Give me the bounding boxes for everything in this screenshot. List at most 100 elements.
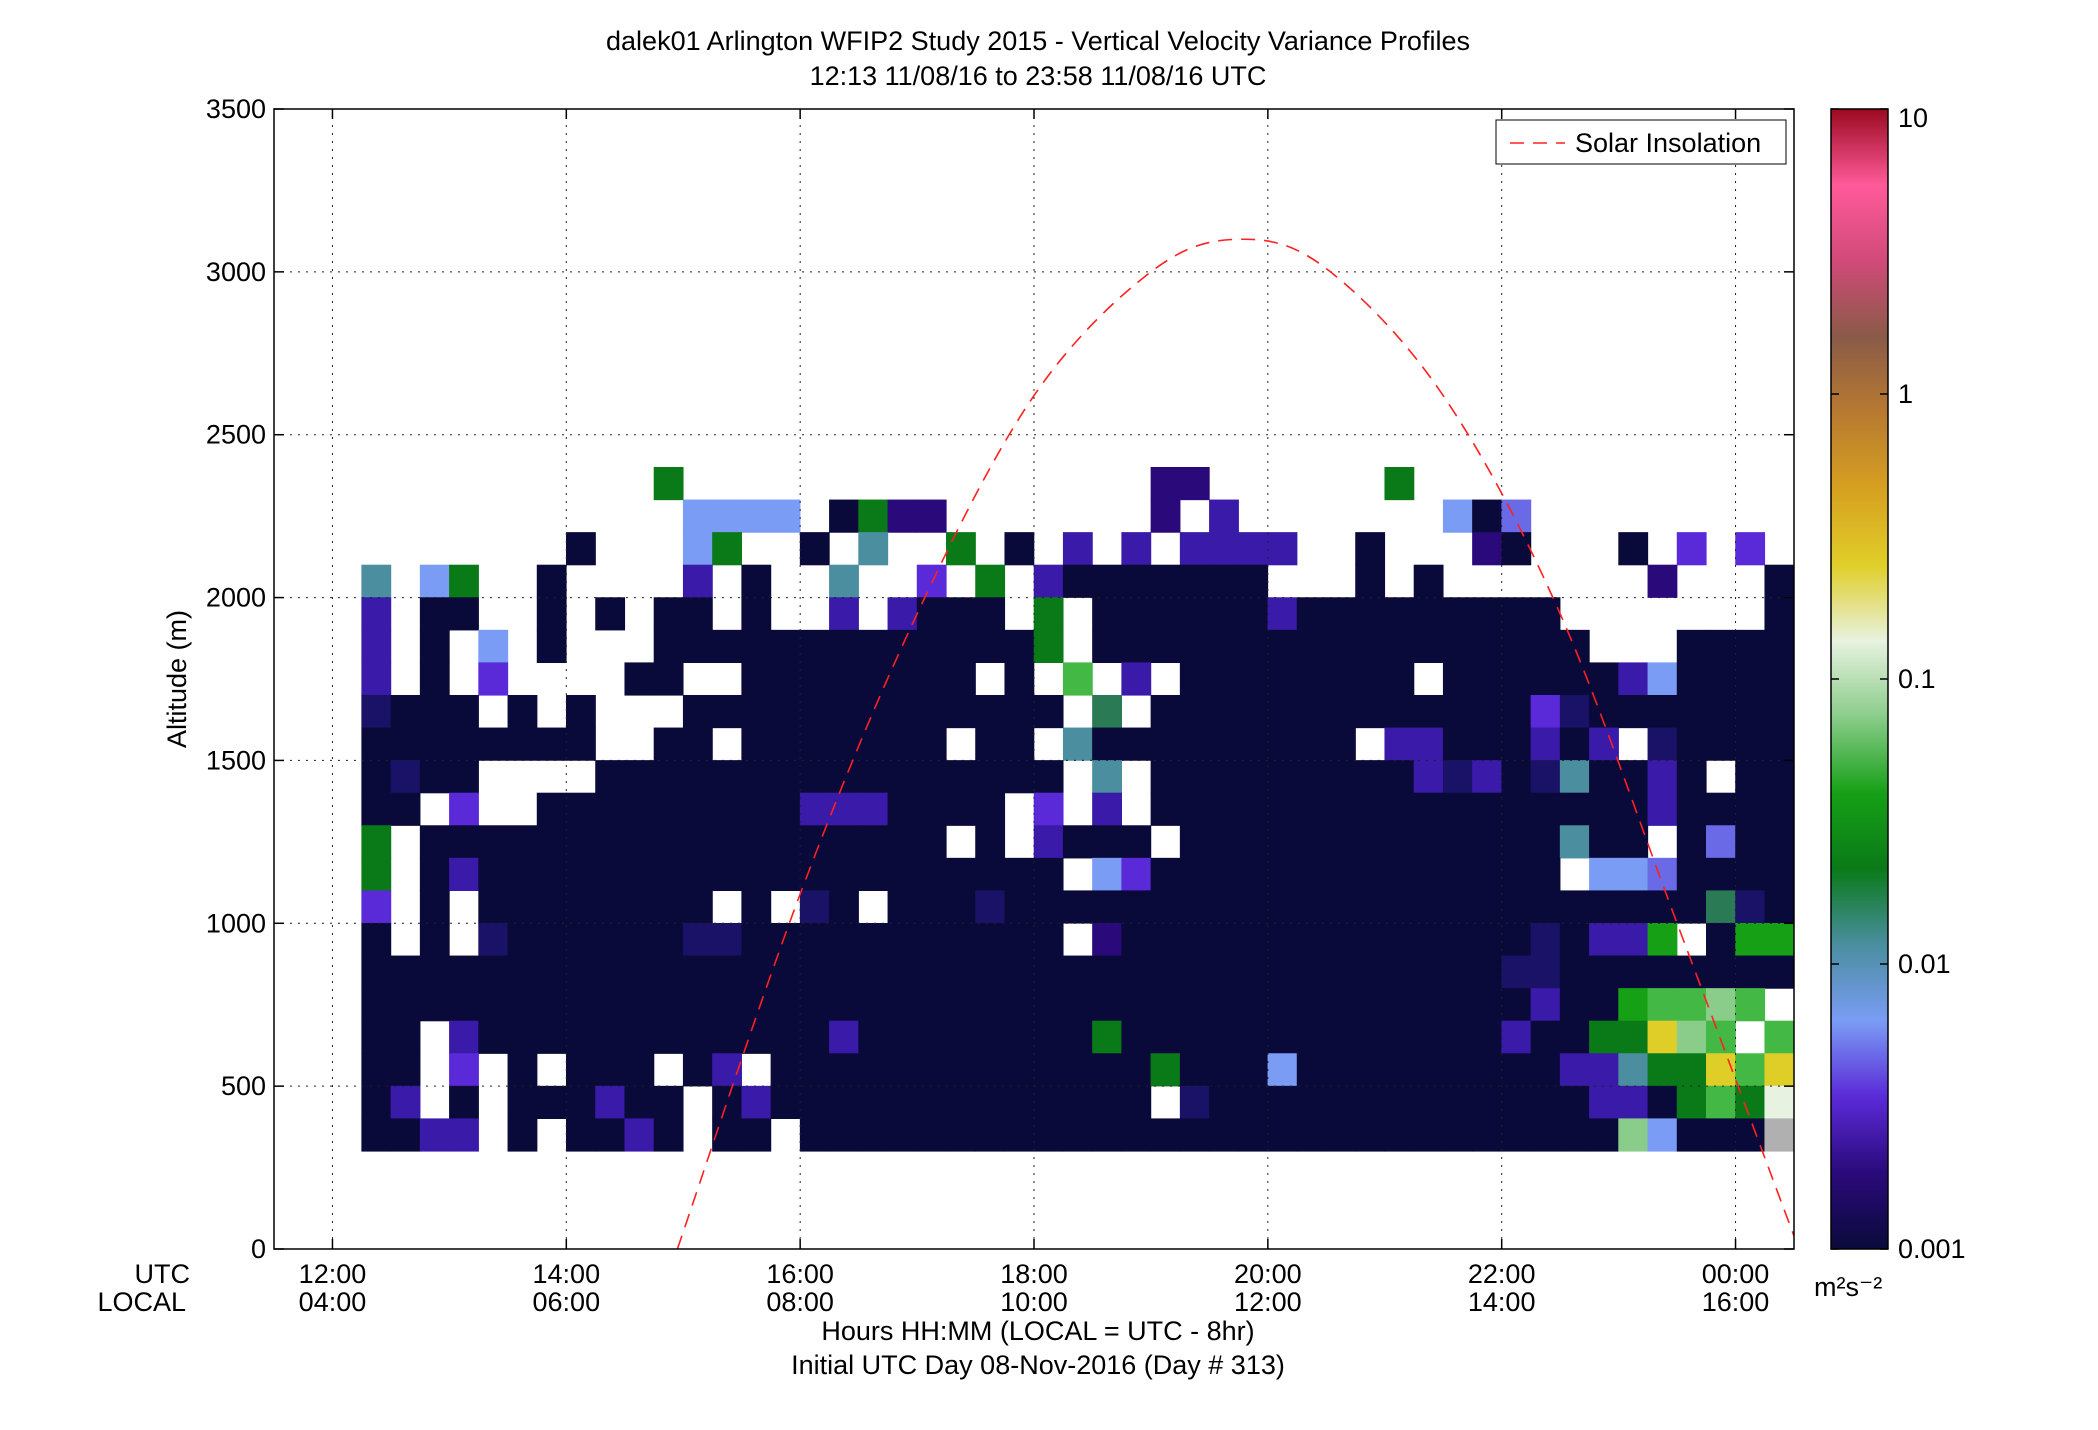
heatmap-cell [390, 792, 421, 826]
heatmap-cell [390, 1020, 421, 1054]
heatmap-cell [1121, 629, 1152, 664]
heatmap-cell [975, 597, 1006, 631]
heatmap-cell [1296, 629, 1327, 664]
heatmap-cell [887, 922, 918, 957]
heatmap-cell [1559, 890, 1590, 924]
heatmap-cell [624, 955, 655, 989]
heatmap-cell [1296, 597, 1327, 631]
heatmap-cell [361, 662, 392, 696]
chart-title: dalek01 Arlington WFIP2 Study 2015 - Ver… [606, 26, 1470, 56]
heatmap-cell [1092, 825, 1122, 859]
heatmap-cell [1911, 825, 1941, 858]
heatmap-cell [1442, 922, 1473, 957]
heatmap-cell [1706, 1118, 1736, 1152]
heatmap-cell [1969, 695, 1999, 728]
heatmap-cell [682, 564, 713, 598]
colorbar-ticks: 10 1 0.1 0.01 0.001 [1831, 103, 1966, 1264]
heatmap-cell [624, 890, 655, 924]
heatmap-cell [1238, 825, 1269, 859]
heatmap-cell [1413, 1020, 1444, 1054]
heatmap-cell [1179, 466, 1210, 501]
heatmap-cell [624, 760, 655, 794]
heatmap-cell [829, 890, 859, 924]
heatmap-cell [916, 694, 947, 729]
heatmap-cell [361, 1118, 392, 1152]
heatmap-cell [1911, 532, 1941, 565]
heatmap-cell [1150, 988, 1181, 1022]
heatmap-cell [478, 662, 509, 696]
heatmap-cell [1793, 1053, 1794, 1087]
heatmap-cell [1969, 1021, 1999, 1054]
heatmap-cell [770, 1053, 801, 1087]
heatmap-cell [887, 499, 918, 533]
heatmap-cell [566, 825, 596, 859]
heatmap-cell [887, 825, 918, 859]
heatmap-cell [1911, 1118, 1941, 1151]
heatmap-cell [1150, 629, 1181, 664]
heatmap-cell [1121, 1053, 1152, 1087]
heatmap-cell [1998, 923, 2028, 956]
heatmap-cell [858, 499, 889, 533]
heatmap-cell [1267, 629, 1298, 664]
heatmap-cell [1062, 662, 1093, 696]
heatmap-cell [1647, 1053, 1678, 1087]
heatmap-cell [1735, 1053, 1766, 1087]
heatmap-cell [1296, 1053, 1327, 1087]
heatmap-cell [1033, 597, 1064, 631]
heatmap-cell [2057, 793, 2087, 826]
heatmap-cell [1706, 1053, 1736, 1087]
heatmap-cell [361, 727, 392, 761]
heatmap-cell [1121, 890, 1152, 924]
heatmap-cell [1092, 1020, 1122, 1054]
heatmap-cell [1442, 988, 1473, 1022]
heatmap-cell [858, 857, 889, 892]
heatmap-cell [1209, 597, 1239, 631]
heatmap-cell [799, 629, 830, 664]
heatmap-cell [653, 857, 684, 892]
heatmap-cell [916, 825, 947, 859]
heatmap-cell [449, 955, 479, 989]
heatmap-cell [1296, 792, 1327, 826]
heatmap-cell [829, 988, 859, 1022]
heatmap-cell [653, 825, 684, 859]
heatmap-cell [2086, 662, 2098, 695]
heatmap-cell [2028, 695, 2058, 728]
heatmap-cell [1764, 792, 1794, 826]
heatmap-cell [712, 988, 742, 1022]
heatmap-cell [361, 564, 392, 598]
heatmap-cell [449, 694, 479, 729]
heatmap-cell [1121, 955, 1152, 989]
heatmap-cell [1384, 955, 1415, 989]
heatmap-cell [1618, 955, 1649, 989]
heatmap-cell [1355, 760, 1386, 794]
heatmap-cell [1647, 564, 1678, 598]
heatmap-cell [1998, 662, 2028, 695]
heatmap-cell [1442, 1085, 1473, 1120]
heatmap-cell [1530, 857, 1561, 892]
heatmap-cell [975, 890, 1006, 924]
heatmap-cell [361, 694, 392, 729]
heatmap-cell [1793, 597, 1794, 631]
heatmap-cell [536, 727, 567, 761]
heatmap-cell [1238, 1020, 1269, 1054]
heatmap-cell [1062, 1053, 1093, 1087]
heatmap-cell [1530, 662, 1561, 696]
heatmap-cell [1296, 825, 1327, 859]
heatmap-cell [536, 597, 567, 631]
heatmap-cell [1530, 694, 1561, 729]
heatmap-cell [624, 825, 655, 859]
heatmap-cell [916, 922, 947, 957]
heatmap-cell [1501, 922, 1532, 957]
heatmap-cell [1355, 922, 1386, 957]
heatmap-cell [1647, 792, 1678, 826]
heatmap-cell [1384, 922, 1415, 957]
heatmap-cell [1472, 760, 1502, 794]
heatmap-cell [1998, 565, 2028, 598]
heatmap-cell [1209, 760, 1239, 794]
heatmap-cell [478, 727, 509, 761]
heatmap-cell [829, 922, 859, 957]
x-axis-secondary-label: Initial UTC Day 08-Nov-2016 (Day # 313) [791, 1350, 1285, 1380]
heatmap-cell [858, 955, 889, 989]
heatmap-cell [1530, 988, 1561, 1022]
